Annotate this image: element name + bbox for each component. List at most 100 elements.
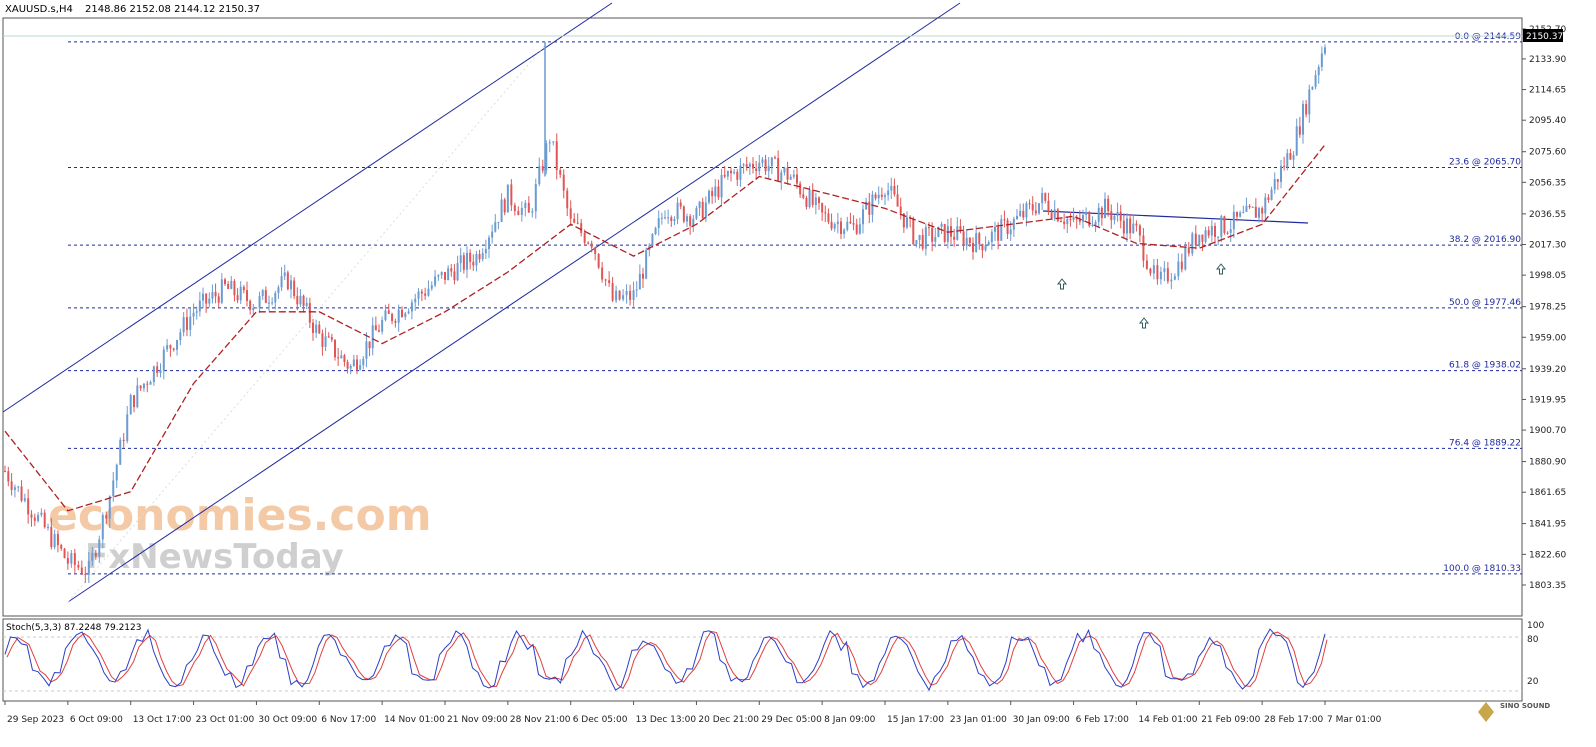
candle-body [739,165,742,180]
candle-body [1149,268,1152,274]
candle-body [984,245,987,251]
candle-body [1276,179,1279,182]
candle-body [783,167,786,173]
candle-body [1129,218,1132,234]
candle-body [7,471,10,482]
fib-level-label: 38.2 @ 2016.90 [1449,235,1521,245]
candle-body [444,271,446,281]
candle-body [1242,211,1245,213]
candle-body [651,234,654,246]
candle-body [1034,210,1037,214]
stoch-label: Stoch(5,3,3) 87.2248 79.2123 [6,623,141,633]
candle-body [475,254,478,266]
candle-body [299,295,302,305]
sinosound-logo: SINO SOUND [1478,702,1550,722]
candle-body [1302,104,1304,135]
candle-body [1170,279,1173,282]
neckline-trendline[interactable] [1042,210,1309,224]
candle-body [855,224,858,234]
candle-body [456,263,459,281]
candle-body [98,539,101,557]
channel-lower-line[interactable] [67,2,961,603]
candle-body [764,159,767,172]
candle-body [365,341,368,359]
candle-body [1116,211,1119,216]
channel-upper-line[interactable] [2,2,613,413]
candle-body [343,355,346,362]
candle-body [337,357,340,359]
candle-body [1223,216,1226,233]
candle-body [569,208,572,219]
candle-body [667,217,670,219]
candle-body [708,191,710,203]
candle-body [1191,233,1194,254]
candle-body [315,324,318,333]
candle-body [880,194,883,197]
up-arrow-icon [1215,263,1227,275]
candle-body [1267,197,1270,200]
candle-body [686,216,688,222]
candle-body [789,176,792,180]
logo-diamond-icon [1478,702,1494,722]
candle-body [972,243,974,253]
candle-body [1028,203,1031,205]
time-tick-label: 28 Feb 17:00 [1264,715,1323,725]
main-panel-frame [2,17,1523,617]
candle-body [802,194,805,198]
candle-body [63,548,66,559]
candle-body [214,291,217,297]
candle-body [211,291,214,299]
price-tick-label: 1880.90 [1529,458,1566,468]
candle-body [545,143,548,171]
candle-body [1072,216,1075,220]
candle-body [1053,209,1056,219]
candle-body [534,184,537,212]
candle-body [877,194,880,199]
candle-body [417,291,420,299]
candle-body [198,300,201,312]
candle-body [555,141,558,171]
candle-body [657,218,660,228]
time-tick-label: 8 Jan 09:00 [824,715,876,725]
candle-body [205,293,208,304]
fib-level-label: 76.4 @ 1889.22 [1449,438,1521,448]
candle-body [1145,260,1148,269]
candle-body [404,313,407,318]
candle-body [1217,236,1220,238]
candle-body [208,298,211,304]
price-axis: 2152.702133.902114.652095.402075.602056.… [1522,25,1566,591]
candle-body [255,307,258,309]
stoch-d-line [6,630,1328,690]
candle-body [1019,211,1022,216]
candle-body [714,186,717,197]
symbol-label: XAUUSD.s,H4 [5,4,73,15]
candle-body [513,205,516,212]
candle-body [1006,220,1009,235]
candle-body [997,226,1000,241]
candle-body [774,157,776,159]
watermark-fxnewstoday: FxNewsToday [85,537,344,577]
candle-body [846,221,849,230]
stoch-tick-label: 100 [1527,621,1544,631]
candle-body [720,174,723,198]
candle-body [169,345,172,349]
candle-body [679,202,682,207]
candle-body [156,366,159,374]
candle-body [704,202,707,218]
candle-body [91,552,94,561]
candle-body [47,526,50,528]
candle-body [1088,212,1091,226]
candle-body [792,174,795,177]
candle-body [862,209,864,225]
candle-body [664,217,666,219]
candle-body [736,171,739,180]
candle-body [1107,198,1110,212]
candle-body [185,317,188,330]
candle-body [1038,203,1040,214]
candle-body [896,194,899,207]
candle-body [625,291,628,296]
fib-level-label: 50.0 @ 1977.46 [1449,298,1521,308]
candle-body [531,211,534,213]
candle-body [179,332,182,341]
